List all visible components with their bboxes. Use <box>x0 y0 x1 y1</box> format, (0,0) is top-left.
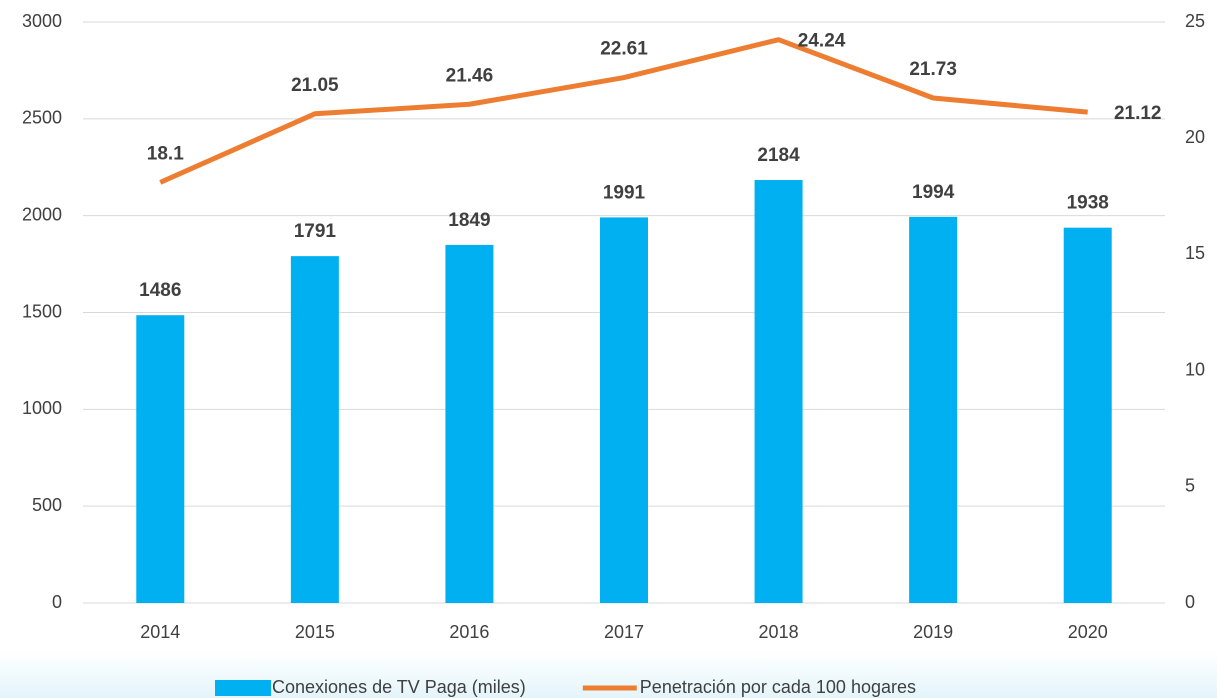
bar <box>754 180 803 604</box>
line-value-label: 22.61 <box>600 39 648 60</box>
bar-value-label: 1991 <box>603 182 646 203</box>
bar-value-label: 1994 <box>912 182 955 203</box>
line-value-label: 18.1 <box>147 143 184 164</box>
bar <box>600 217 648 603</box>
bar-value-label: 1486 <box>139 280 181 301</box>
y2-tick-label: 10 <box>1185 359 1205 379</box>
bar-value-label: 1791 <box>294 221 337 242</box>
bar <box>1063 227 1112 603</box>
x-tick-label: 2017 <box>604 622 644 642</box>
line-value-label: 21.73 <box>909 59 957 80</box>
y-tick-label: 1500 <box>22 301 62 321</box>
y-tick-label: 500 <box>32 495 62 515</box>
bar-value-label: 1849 <box>448 210 490 231</box>
x-tick-label: 2015 <box>295 622 335 642</box>
bar <box>290 256 339 603</box>
x-tick-label: 2016 <box>449 622 489 642</box>
y2-tick-label: 0 <box>1185 592 1195 612</box>
legend-label: Penetración por cada 100 hogares <box>640 677 916 697</box>
legend-label: Conexiones de TV Paga (miles) <box>272 677 526 697</box>
x-tick-label: 2019 <box>913 622 953 642</box>
bar-value-label: 2184 <box>757 145 800 166</box>
y-tick-label: 3000 <box>22 11 62 31</box>
line-value-label: 21.05 <box>291 75 339 96</box>
y-tick-label: 1000 <box>22 398 62 418</box>
x-tick-label: 2014 <box>140 622 180 642</box>
y2-tick-label: 20 <box>1185 127 1205 147</box>
line <box>159 37 1088 185</box>
line-value-label: 21.12 <box>1114 103 1162 124</box>
x-tick-label: 2020 <box>1068 622 1108 642</box>
bar <box>136 315 185 603</box>
bar-value-label: 1938 <box>1067 193 1109 214</box>
legend-background <box>0 652 1217 698</box>
line-value-label: 21.46 <box>446 65 494 86</box>
y2-tick-label: 15 <box>1185 243 1205 263</box>
y-tick-label: 0 <box>52 592 62 612</box>
legend-swatch <box>215 680 271 696</box>
y-tick-label: 2000 <box>22 204 62 224</box>
x-tick-label: 2018 <box>759 622 799 642</box>
y-tick-label: 2500 <box>22 108 62 128</box>
bar <box>445 244 494 603</box>
y2-tick-label: 25 <box>1185 11 1205 31</box>
bar <box>909 216 958 603</box>
y2-tick-label: 5 <box>1185 476 1195 496</box>
line-value-label: 24.24 <box>798 31 846 52</box>
